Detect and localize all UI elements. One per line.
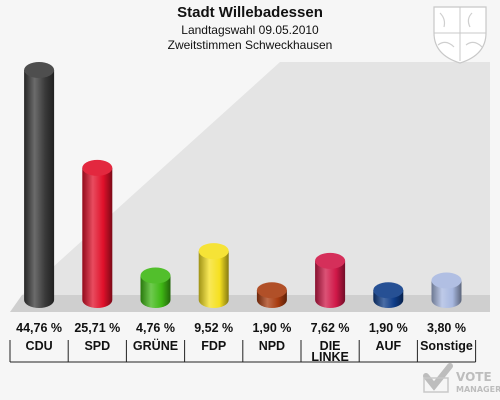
bar-npd [256, 282, 287, 308]
category-label: DIE [320, 339, 341, 353]
bar-spd [82, 159, 113, 308]
bar-top-cap [24, 62, 55, 78]
chart-subtitle-district: Zweitstimmen Schweckhausen [167, 38, 333, 52]
bar-body [198, 251, 229, 308]
category-label: GRÜNE [133, 338, 178, 353]
category-label: SPD [84, 339, 110, 353]
bar-sonstige [431, 272, 462, 308]
bar-top-cap [431, 272, 462, 289]
value-label: 9,52 % [194, 321, 233, 335]
bar-top-cap [315, 252, 346, 269]
value-label: 1,90 % [369, 321, 408, 335]
category-label: NPD [259, 339, 285, 353]
vote-manager-check-icon [423, 363, 453, 393]
bar-top-cap [373, 282, 404, 299]
labels-layer: 44,76 % CDU 25,71 % SPD 4,76 % GRÜNE 9,52 % FDP… [9, 321, 477, 364]
chart-subtitle-election: Landtagswahl 09.05.2010 [181, 23, 319, 37]
bar-grüne [140, 267, 171, 308]
bar-cdu [24, 62, 55, 308]
category-label: FDP [201, 339, 226, 353]
back-wall [22, 62, 490, 295]
nrw-coat-of-arms-icon [433, 6, 487, 64]
category-label: CDU [26, 339, 53, 353]
value-label: 3,80 % [427, 321, 466, 335]
chart-title: Stadt Willebadessen [177, 4, 323, 21]
bar-body [24, 70, 55, 308]
bar-top-cap [82, 159, 113, 176]
bar-body [140, 275, 171, 308]
bars-layer [24, 62, 462, 308]
bar-top-cap [140, 267, 171, 284]
vote-manager-logo-subtext: MANAGER [456, 385, 500, 394]
bar-auf [373, 282, 404, 308]
bar-top-cap [256, 282, 287, 299]
vote-manager-logo: VOTE MANAGER [423, 363, 500, 394]
floor [10, 295, 490, 312]
category-label: AUF [375, 339, 401, 353]
bar-die-linke [315, 252, 346, 308]
vote-manager-logo-text: VOTE [456, 370, 492, 384]
bar-body [82, 167, 113, 308]
value-label: 1,90 % [252, 321, 291, 335]
bar-body [315, 260, 346, 308]
value-label: 4,76 % [136, 321, 175, 335]
value-label: 7,62 % [311, 321, 350, 335]
category-label: Sonstige [420, 339, 473, 353]
bar-fdp [198, 243, 229, 308]
chart-backdrop [10, 62, 490, 312]
value-label: 44,76 % [16, 321, 62, 335]
bar-top-cap [198, 243, 229, 260]
category-label: LINKE [311, 350, 349, 364]
value-label: 25,71 % [74, 321, 120, 335]
